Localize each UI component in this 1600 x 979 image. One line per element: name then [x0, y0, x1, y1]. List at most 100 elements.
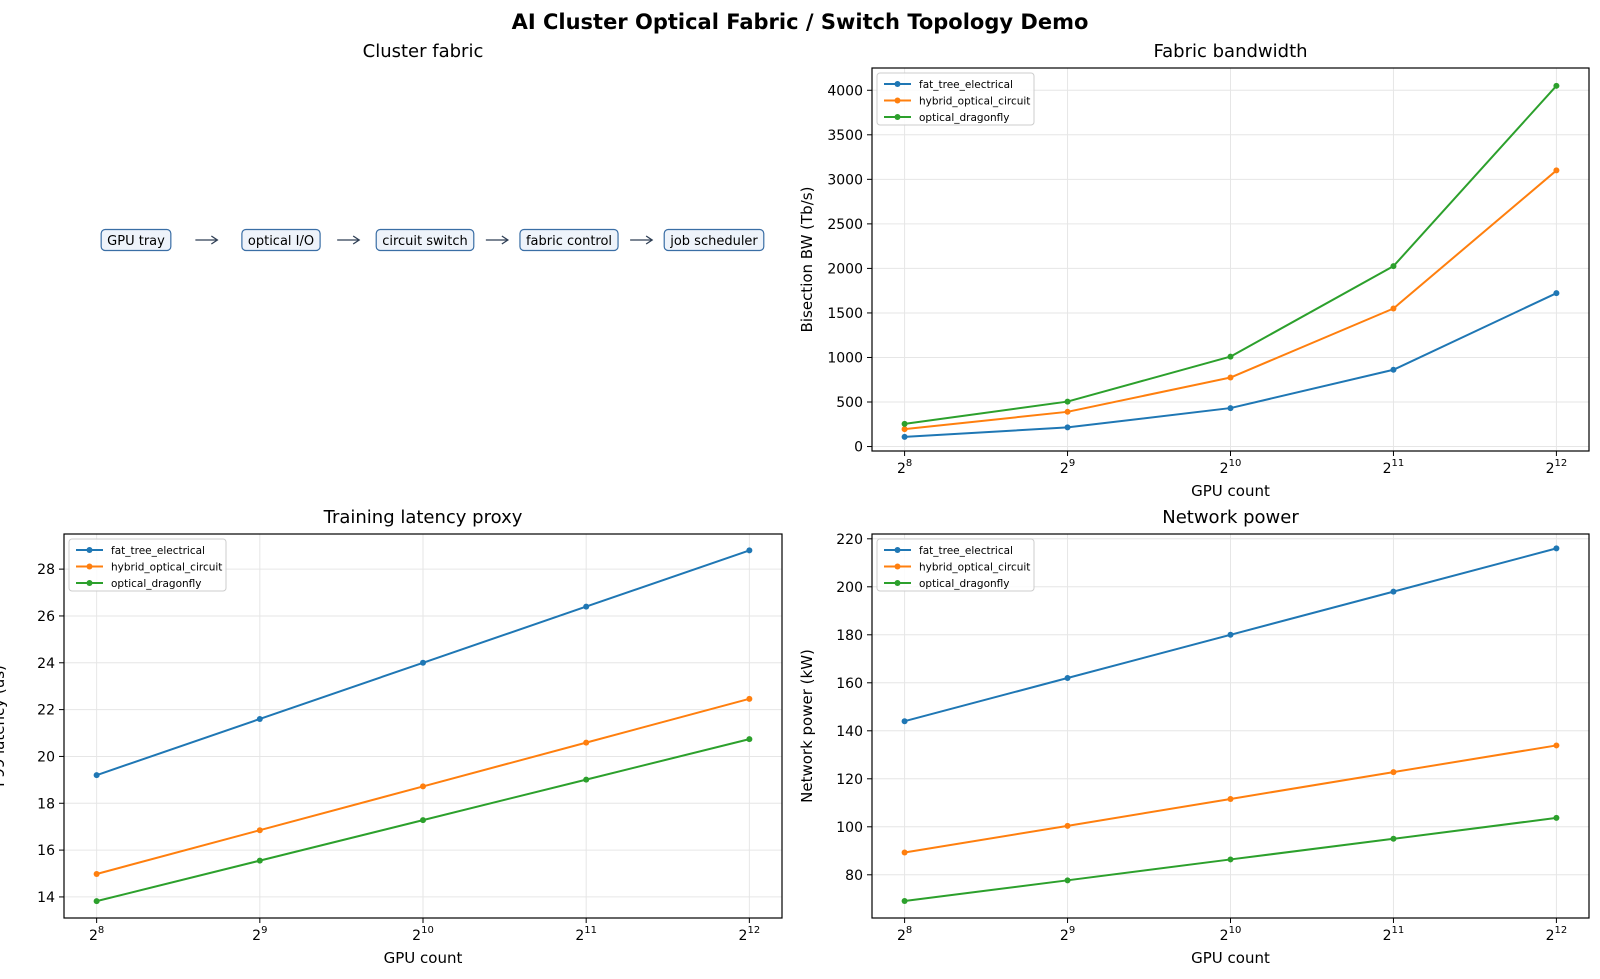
diagram-arrow-head [501, 235, 510, 245]
data-point [93, 870, 100, 877]
x-tick-exponent: 10 [421, 925, 434, 936]
legend-item-hybrid-optical-circuit: hybrid_optical_circuit [884, 562, 1030, 574]
data-point [1553, 82, 1560, 89]
data-point [1390, 588, 1397, 595]
data-point [1553, 290, 1560, 297]
y-tick-label: 80 [845, 868, 863, 884]
diagram-arrow [337, 235, 361, 245]
diagram-node-fabric-control: fabric control [519, 228, 619, 252]
legend-label: fat_tree_electrical [919, 545, 1013, 557]
data-point [1064, 408, 1071, 415]
diagram-node-label: circuit switch [382, 234, 468, 249]
data-point [420, 659, 426, 666]
x-tick-base: 2 [739, 928, 748, 944]
x-axis-label: GPU count [1191, 949, 1270, 967]
data-point [901, 420, 908, 427]
x-tick-exponent: 11 [1392, 458, 1405, 469]
data-point [1064, 424, 1071, 431]
chart-title: Fabric bandwidth [1153, 41, 1307, 62]
y-tick-label: 0 [854, 440, 863, 456]
data-point [256, 827, 263, 834]
y-tick-label: 16 [37, 843, 55, 859]
x-tick-base: 2 [897, 461, 906, 477]
x-tick-exponent: 8 [98, 925, 104, 936]
data-point [583, 776, 590, 783]
data-point [1227, 374, 1234, 381]
x-tick-label: 210 [1220, 925, 1242, 944]
x-tick-base: 2 [1060, 461, 1069, 477]
x-tick-exponent: 10 [1229, 925, 1242, 936]
fabric-bandwidth-chart: 28 29 210 211 212050010001500200025003000350… [798, 41, 1590, 500]
series-hybrid-optical-circuit [93, 695, 753, 877]
x-tick-base: 2 [252, 928, 261, 944]
legend-box [68, 538, 227, 592]
legend-item-optical-dragonfly: optical_dragonfly [884, 578, 1010, 590]
legend-swatch-marker [86, 547, 93, 553]
y-axis-label: P99 latency (us) [0, 665, 8, 787]
data-point [583, 603, 590, 610]
y-tick-label: 160 [836, 676, 863, 692]
y-axis-label: Network power (kW) [798, 649, 816, 803]
series-optical-dragonfly [901, 814, 1560, 904]
diagram-node-box [241, 228, 321, 252]
legend-item-fat-tree-electrical: fat_tree_electrical [884, 545, 1013, 557]
legend-swatch-marker [894, 563, 901, 570]
data-point [1227, 795, 1234, 802]
diagram-title: Cluster fabric [363, 41, 484, 62]
x-tick-label: 212 [1546, 458, 1568, 477]
x-axis-label: GPU count [1191, 482, 1270, 500]
diagram-node-optical-i-o: optical I/O [241, 228, 321, 252]
y-tick-label: 180 [836, 628, 863, 644]
x-tick-base: 2 [89, 928, 98, 944]
diagram-node-box [519, 228, 619, 252]
diagram-arrow [630, 235, 654, 245]
y-tick-label: 26 [37, 609, 55, 625]
x-tick-base: 2 [1383, 928, 1392, 944]
x-tick-label: 28 [897, 458, 912, 477]
series-hybrid-optical-circuit [901, 742, 1560, 856]
data-point [1553, 545, 1560, 552]
data-point [256, 715, 263, 722]
series-fat-tree-electrical [93, 547, 753, 779]
data-point [901, 897, 908, 904]
y-tick-label: 28 [37, 562, 55, 578]
legend-label: optical_dragonfly [919, 112, 1010, 124]
data-point [420, 817, 426, 824]
y-tick-label: 2500 [827, 217, 863, 233]
y-tick-label: 500 [836, 395, 863, 411]
data-point [256, 857, 263, 864]
data-point [1553, 167, 1560, 174]
x-tick-label: 29 [1060, 925, 1075, 944]
data-point [1064, 398, 1071, 405]
chart-title: Network power [1162, 507, 1299, 528]
series-hybrid-optical-circuit [901, 167, 1560, 433]
legend-item-hybrid-optical-circuit: hybrid_optical_circuit [884, 96, 1030, 108]
legend-label: hybrid_optical_circuit [919, 96, 1030, 108]
x-tick-base: 2 [1220, 928, 1229, 944]
y-tick-label: 24 [37, 656, 55, 672]
x-tick-base: 2 [1383, 461, 1392, 477]
legend-item-fat-tree-electrical: fat_tree_electrical [76, 545, 205, 557]
diagram-node-label: GPU tray [107, 234, 165, 249]
legend-swatch-marker [86, 580, 93, 586]
diagram-node-job-scheduler: job scheduler [663, 228, 765, 252]
data-point [901, 849, 908, 856]
data-point [901, 426, 908, 433]
legend-label: optical_dragonfly [919, 578, 1010, 590]
x-tick-exponent: 9 [1069, 458, 1075, 469]
x-tick-exponent: 12 [1555, 458, 1568, 469]
data-point [746, 736, 753, 743]
x-tick-label: 28 [89, 925, 104, 944]
x-tick-exponent: 12 [1555, 925, 1568, 936]
x-tick-label: 210 [1220, 458, 1242, 477]
data-point [1390, 366, 1397, 373]
series-optical-dragonfly [93, 736, 753, 905]
x-tick-label: 210 [412, 925, 434, 944]
data-point [93, 772, 100, 779]
x-tick-label: 29 [1060, 458, 1075, 477]
data-point [1227, 405, 1234, 412]
x-tick-exponent: 11 [1392, 925, 1405, 936]
x-tick-exponent: 8 [906, 925, 912, 936]
legend-label: optical_dragonfly [111, 578, 202, 590]
x-tick-exponent: 9 [1069, 925, 1075, 936]
